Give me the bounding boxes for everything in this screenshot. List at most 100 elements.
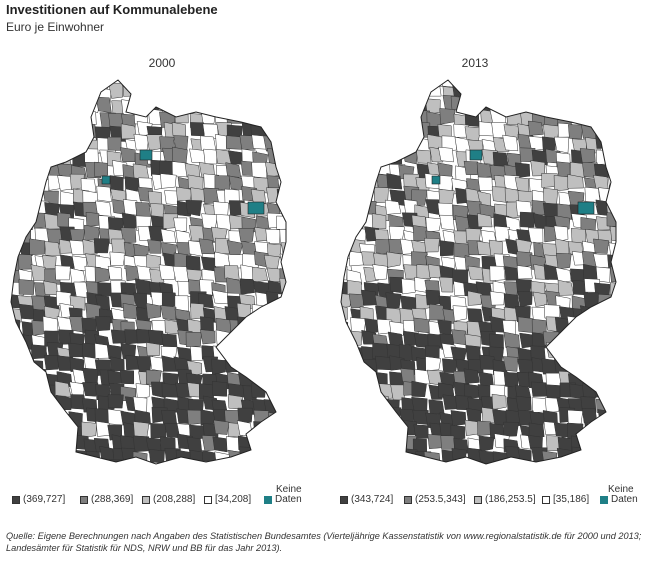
district-cell [29, 397, 45, 413]
district-cell [280, 81, 286, 97]
district-cell [249, 436, 265, 453]
district-cell [619, 72, 634, 85]
legend-label: (253.5,343] [415, 494, 466, 505]
district-cell [428, 399, 445, 415]
district-cell [93, 238, 110, 254]
district-cell [363, 373, 379, 390]
legend-nodata-label-top: Keine [608, 484, 634, 495]
district-cell [387, 111, 402, 129]
legend-item-2000-1: (369,727] [12, 494, 65, 505]
district-cell [281, 359, 286, 377]
district-cell [347, 173, 364, 189]
district-cell [609, 463, 616, 464]
district-cell [29, 409, 45, 426]
district-cell [582, 342, 599, 358]
district-cell [281, 110, 286, 128]
district-cell [81, 421, 98, 439]
district-cell [226, 107, 243, 124]
district-cell [178, 465, 192, 480]
district-cell [28, 164, 46, 180]
district-cell [503, 85, 519, 102]
district-cell [276, 139, 286, 155]
district-cell [489, 462, 506, 464]
district-cell [224, 306, 240, 322]
district-cell [624, 424, 636, 438]
district-cell [251, 162, 267, 179]
district-cell [491, 85, 509, 101]
district-cell [43, 280, 58, 296]
district-cell [110, 329, 127, 344]
district-cell [16, 135, 33, 151]
district-cell [607, 162, 616, 179]
district-cell [492, 151, 509, 167]
district-cell [277, 425, 286, 441]
district-cell [347, 213, 364, 230]
district-cell [45, 138, 60, 154]
district-cell [11, 110, 23, 126]
district-cell [476, 162, 493, 179]
district-cell [528, 86, 545, 101]
district-cell [69, 99, 86, 115]
district-cell [592, 460, 609, 464]
nodata-berlin-2000 [247, 201, 265, 215]
district-cell [31, 148, 49, 164]
district-cell [211, 463, 227, 464]
district-cell [18, 449, 33, 464]
district-cell [173, 217, 188, 232]
district-cell [606, 447, 616, 464]
district-cell [200, 316, 214, 332]
district-cell [225, 135, 242, 150]
district-cell [553, 136, 570, 154]
district-cell [593, 174, 609, 189]
district-cell [254, 346, 270, 363]
district-cell [187, 174, 204, 191]
district-cell [58, 80, 75, 89]
district-cell [467, 80, 483, 88]
district-cell [33, 420, 48, 435]
district-cell [17, 87, 34, 105]
district-cell [57, 460, 73, 464]
district-cell [175, 382, 192, 398]
district-cell [200, 87, 215, 102]
district-cell [515, 395, 532, 412]
district-cell [341, 241, 351, 257]
district-cell [529, 97, 545, 113]
district-cell [438, 175, 453, 192]
district-cell [136, 328, 151, 344]
district-cell [107, 136, 122, 151]
district-cell [606, 212, 616, 227]
district-cell [291, 332, 304, 347]
district-cell [610, 187, 616, 204]
district-cell [293, 202, 306, 217]
district-cell [595, 373, 612, 389]
district-cell [341, 369, 353, 386]
district-cell [598, 124, 615, 141]
district-cell [226, 277, 242, 294]
district-cell [135, 201, 152, 218]
district-cell [292, 447, 306, 463]
district-cell [266, 383, 282, 399]
district-cell [341, 175, 350, 191]
district-cell [359, 126, 376, 143]
district-cell [69, 295, 86, 311]
district-cell [341, 412, 351, 428]
legend-item-2013-2: (253.5,343] [404, 494, 466, 505]
district-cell [439, 240, 454, 257]
district-cell [253, 421, 269, 437]
district-cell [413, 317, 430, 334]
district-cell [42, 316, 59, 333]
district-cell [186, 436, 203, 453]
district-cell [133, 435, 150, 453]
district-cell [160, 228, 177, 243]
district-cell [502, 134, 519, 152]
district-cell [43, 80, 60, 90]
district-cell [610, 408, 616, 423]
district-cell [290, 387, 304, 402]
district-cell [341, 148, 351, 166]
district-cell [581, 408, 598, 424]
district-cell [567, 84, 584, 100]
district-cell [138, 95, 154, 110]
district-cell [387, 80, 404, 89]
district-cell [567, 341, 584, 358]
district-cell [450, 95, 465, 112]
